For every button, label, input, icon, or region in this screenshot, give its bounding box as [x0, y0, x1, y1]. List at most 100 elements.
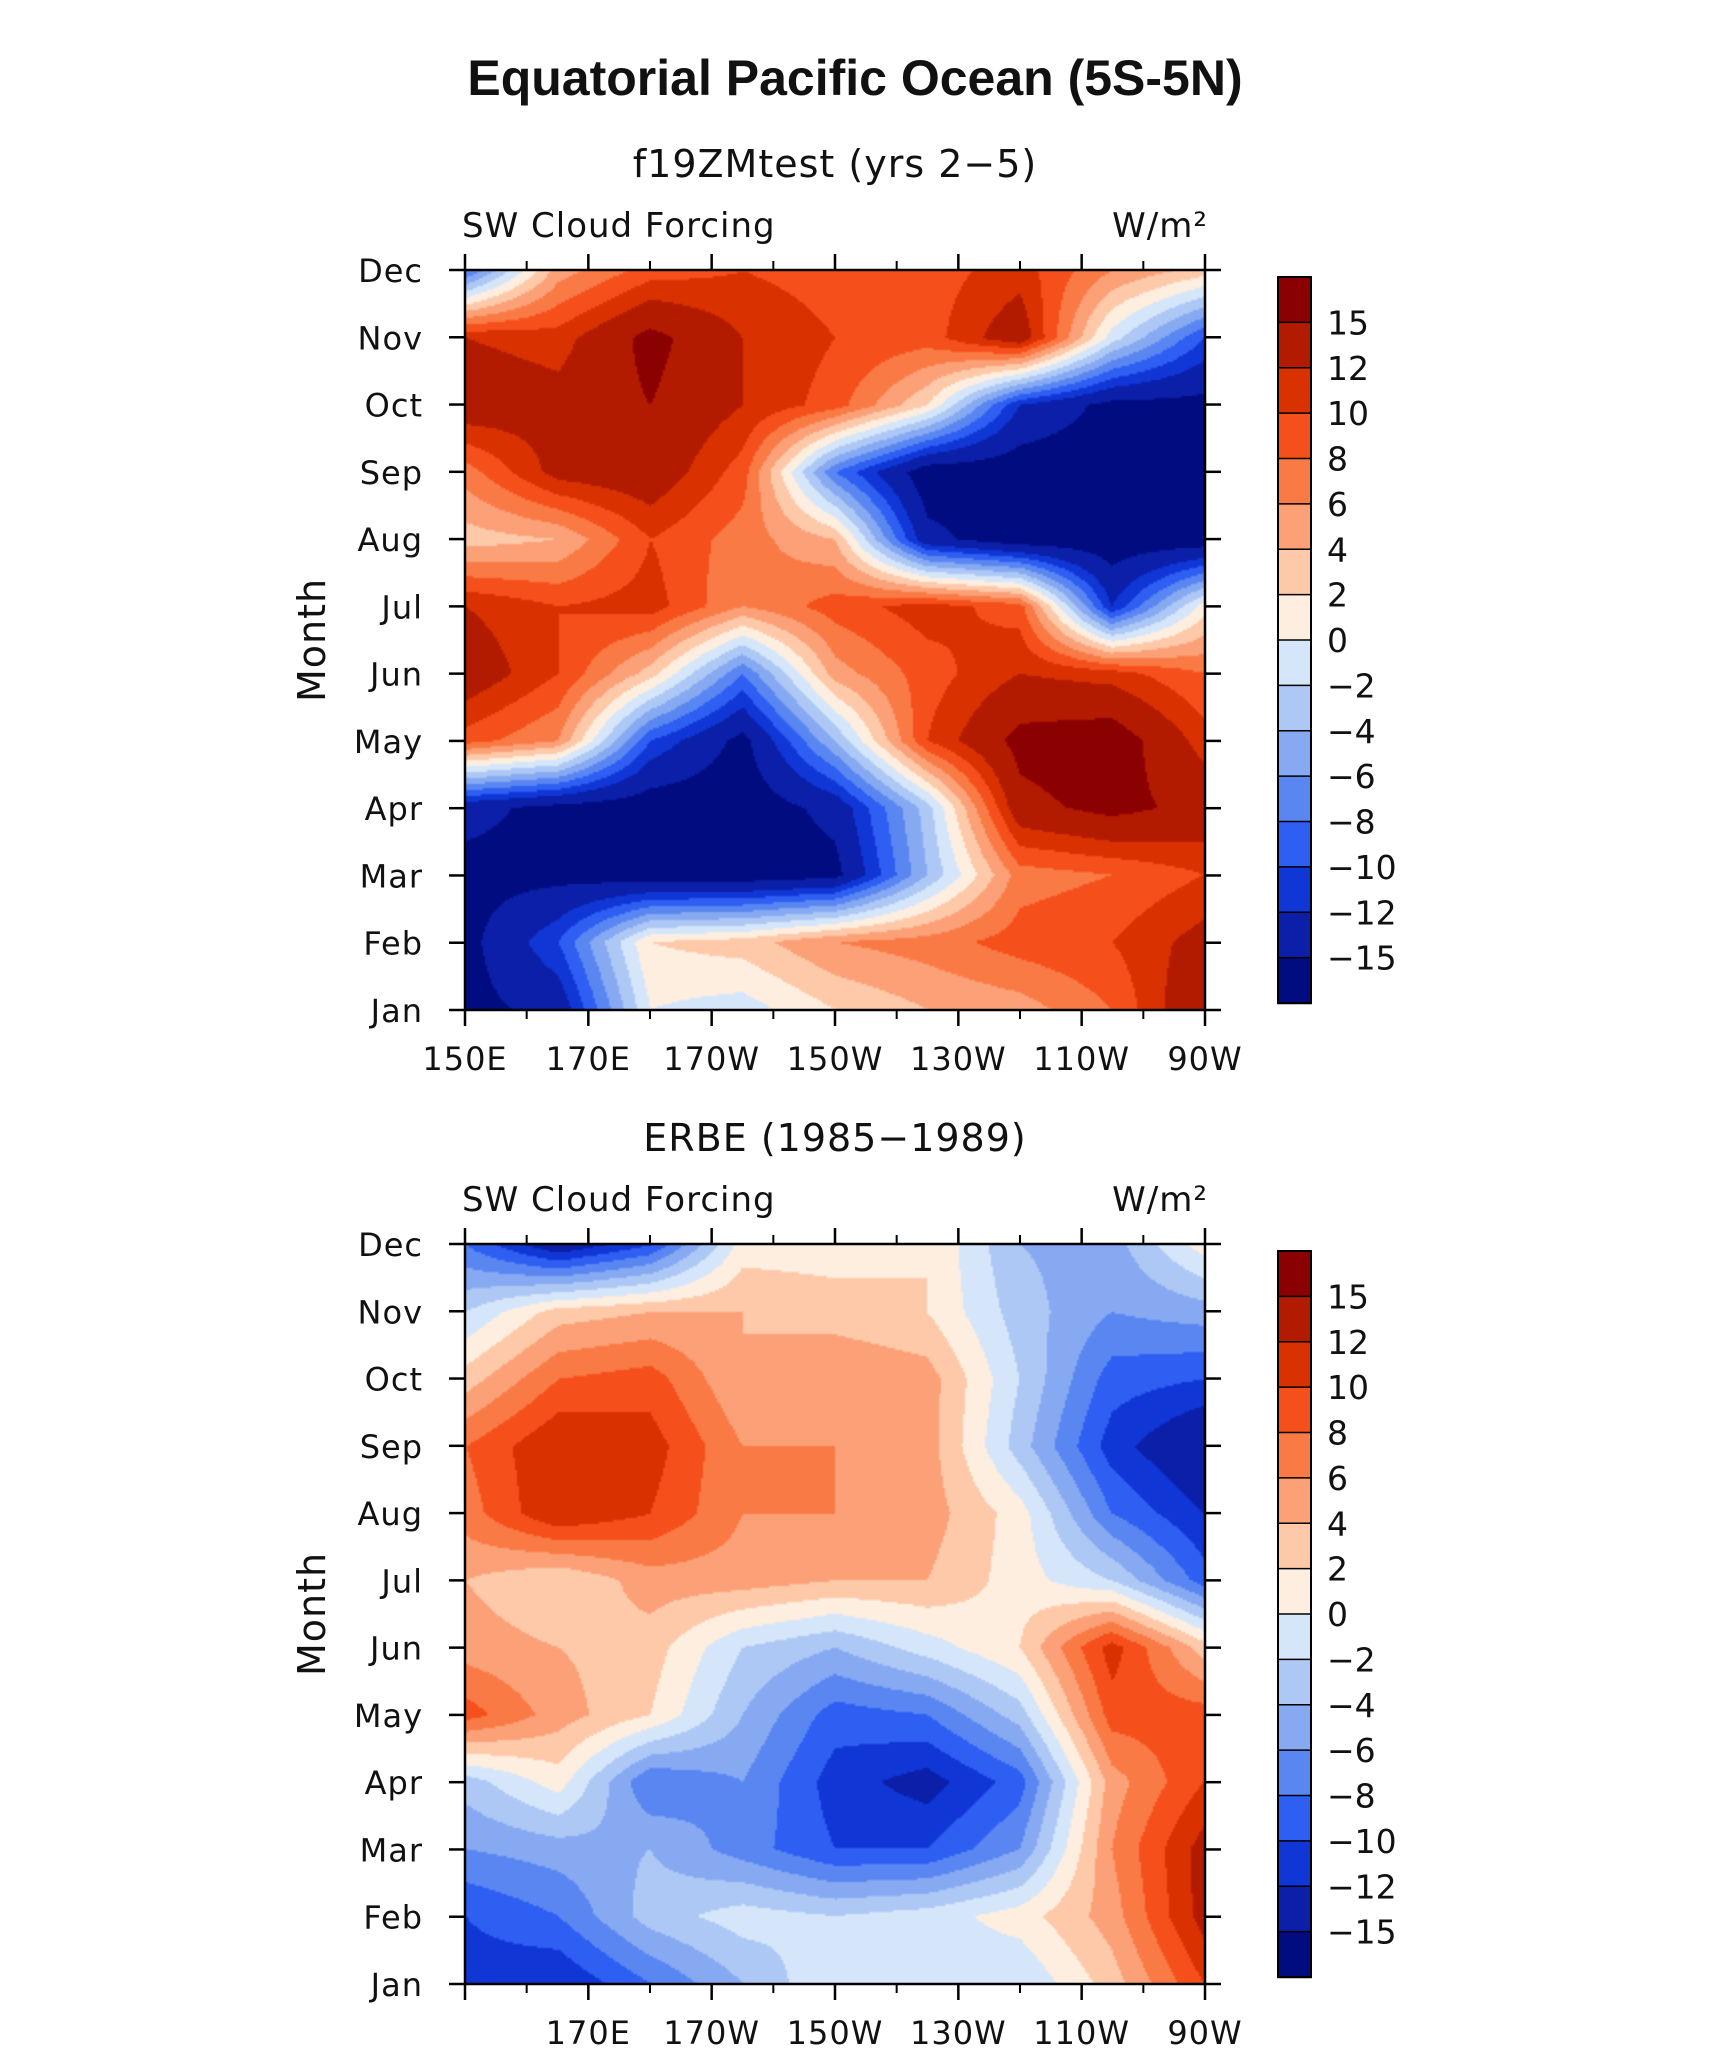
colorbar-label: 4 — [1327, 530, 1348, 569]
y-tick-label: Apr — [365, 790, 423, 828]
y-tick-label: Oct — [365, 387, 423, 425]
panel-1-y-axis-label: Month — [290, 578, 334, 702]
colorbar-label: −12 — [1327, 893, 1397, 932]
colorbar-swatch — [1277, 412, 1312, 460]
x-tick-label: 150W — [787, 2014, 884, 2052]
colorbar-swatch — [1277, 1567, 1312, 1616]
colorbar-swatch — [1277, 1840, 1312, 1888]
colorbar-label: −4 — [1327, 1686, 1376, 1725]
colorbar-swatch — [1277, 593, 1312, 642]
colorbar-swatch — [1277, 911, 1312, 959]
x-tick-label: 170E — [546, 1040, 631, 1078]
y-tick-label: Feb — [363, 1899, 423, 1937]
colorbar-swatch — [1277, 276, 1312, 324]
panel-2-variable-label: SW Cloud Forcing — [462, 1180, 776, 1220]
colorbar-swatch — [1277, 684, 1312, 732]
colorbar-swatch — [1277, 866, 1312, 914]
y-tick-label: Nov — [358, 1293, 423, 1331]
x-tick-label: 110W — [1033, 1040, 1130, 1078]
colorbar-swatch — [1277, 1704, 1312, 1752]
y-tick-label: Feb — [363, 925, 423, 963]
x-tick-label: 170W — [663, 2014, 760, 2052]
x-tick-label: 150W — [787, 1040, 884, 1078]
colorbar-swatch — [1277, 1613, 1312, 1661]
colorbar-swatch — [1277, 775, 1312, 823]
colorbar-frame — [1277, 276, 1312, 1004]
colorbar-label: −8 — [1327, 803, 1376, 842]
colorbar-swatch — [1277, 457, 1312, 506]
colorbar-label: 4 — [1327, 1504, 1348, 1543]
y-tick-label: Sep — [360, 1428, 423, 1466]
colorbar-label: −6 — [1327, 757, 1376, 796]
colorbar-label: −2 — [1327, 666, 1376, 705]
colorbar-label: 15 — [1327, 303, 1369, 342]
colorbar-label: −15 — [1327, 939, 1397, 978]
colorbar-label: 2 — [1327, 576, 1348, 615]
colorbar-swatch — [1277, 367, 1312, 415]
y-tick-label: Jul — [379, 1562, 423, 1600]
colorbar-label: 0 — [1327, 621, 1348, 660]
colorbar-swatch — [1277, 1930, 1312, 1979]
x-tick-label: 150E — [422, 1040, 507, 1078]
y-tick-label: Apr — [365, 1764, 423, 1802]
panel-2-units-label: W/m² — [1112, 1180, 1208, 1220]
colorbar-label: −10 — [1327, 848, 1397, 887]
colorbar-label: −8 — [1327, 1777, 1376, 1816]
colorbar-label: −4 — [1327, 712, 1376, 751]
y-tick-label: Nov — [358, 319, 423, 357]
colorbar-label: −10 — [1327, 1822, 1397, 1861]
colorbar-label: −15 — [1327, 1913, 1397, 1952]
y-tick-label: Jun — [368, 1630, 423, 1668]
panel-2: Jan Feb Mar Apr May Jun Jul Aug Sep Oct Nov Dec 170E… — [354, 1226, 1397, 2052]
colorbar-swatch — [1277, 1477, 1312, 1525]
x-tick-label: 130W — [910, 1040, 1007, 1078]
y-tick-label: Mar — [360, 1831, 423, 1869]
colorbar-swatch — [1277, 1250, 1312, 1298]
colorbar-label: 10 — [1327, 394, 1369, 433]
colorbar-swatch — [1277, 820, 1312, 869]
y-tick-label: Jan — [369, 992, 423, 1030]
colorbar-label: 8 — [1327, 1414, 1348, 1453]
colorbar-swatch — [1277, 730, 1312, 778]
y-tick-label: May — [354, 1697, 423, 1735]
y-tick-label: Dec — [358, 252, 423, 290]
colorbar-swatch — [1277, 1794, 1312, 1843]
x-tick-label: 170E — [546, 2014, 631, 2052]
y-tick-label: Aug — [358, 521, 423, 559]
colorbar-label: −2 — [1327, 1640, 1376, 1679]
colorbar-swatch — [1277, 1341, 1312, 1389]
colorbar-swatch — [1277, 1295, 1312, 1343]
colorbar-swatch — [1277, 1885, 1312, 1933]
colorbar-swatch — [1277, 548, 1312, 596]
colorbar-label: 2 — [1327, 1550, 1348, 1589]
x-tick-label: 90W — [1167, 2014, 1242, 2052]
heatmap-field — [465, 270, 1205, 1010]
y-tick-label: Jun — [368, 656, 423, 694]
colorbar-swatch — [1277, 1749, 1312, 1797]
colorbar-swatch — [1277, 1431, 1312, 1480]
y-tick-label: Oct — [365, 1361, 423, 1399]
heatmap-field — [465, 1244, 1205, 1984]
colorbar-label: 0 — [1327, 1595, 1348, 1634]
colorbar-label: 10 — [1327, 1368, 1369, 1407]
panel-1-variable-label: SW Cloud Forcing — [462, 206, 776, 246]
colorbar-label: 6 — [1327, 485, 1348, 524]
y-tick-label: Jul — [379, 588, 423, 626]
colorbar-label: 6 — [1327, 1459, 1348, 1498]
y-tick-label: May — [354, 723, 423, 761]
colorbar-label: −6 — [1327, 1731, 1376, 1770]
x-tick-label: 130W — [910, 2014, 1007, 2052]
colorbar-label: 12 — [1327, 1323, 1369, 1362]
main-title: Equatorial Pacific Ocean (5S-5N) — [467, 50, 1242, 106]
colorbar-swatch — [1277, 956, 1312, 1005]
x-tick-label: 110W — [1033, 2014, 1130, 2052]
panel-2-title: ERBE (1985−1989) — [643, 1116, 1026, 1160]
colorbar-swatch — [1277, 639, 1312, 687]
colorbar-swatch — [1277, 1386, 1312, 1434]
colorbar-label: −12 — [1327, 1867, 1397, 1906]
y-tick-label: Dec — [358, 1226, 423, 1264]
x-tick-label: 170W — [663, 1040, 760, 1078]
y-tick-label: Jan — [369, 1966, 423, 2004]
panel-1-units-label: W/m² — [1112, 206, 1208, 246]
y-tick-label: Mar — [360, 857, 423, 895]
